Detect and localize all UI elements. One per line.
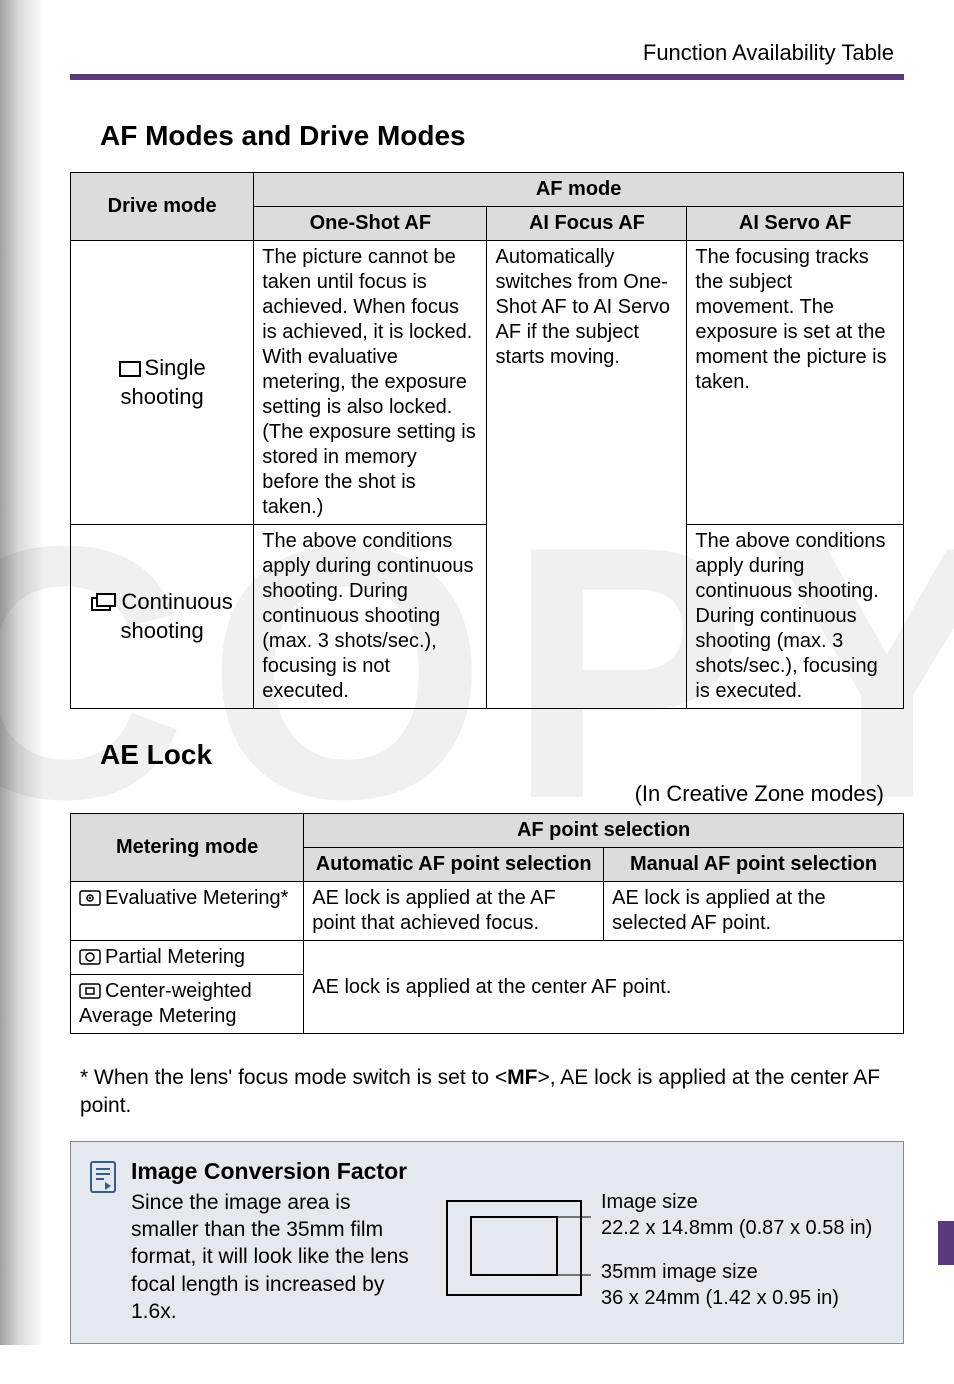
row-center-label: Center-weighted Average Metering (71, 975, 304, 1034)
continuous-shot-icon (91, 593, 117, 611)
evaluative-metering-icon (79, 890, 101, 906)
footnote-pre: * When the lens' focus mode switch is se… (80, 1066, 507, 1089)
cell-single-oneshot: The picture cannot be taken until focus … (254, 241, 487, 525)
th-af-mode: AF mode (254, 173, 904, 207)
page-header-title: Function Availability Table (70, 40, 904, 66)
cell-single-aiservo: The focusing tracks the subject movement… (687, 241, 904, 525)
image-conversion-info-box: Image Conversion Factor Since the image … (70, 1141, 904, 1344)
section2-footnote: * When the lens' focus mode switch is se… (80, 1064, 884, 1121)
diagram-label-35mm: 35mm image size (601, 1259, 872, 1285)
info-note-icon (89, 1160, 117, 1194)
sensor-size-diagram (441, 1195, 591, 1305)
cell-eval-manual: AE lock is applied at the selected AF po… (604, 882, 904, 941)
cell-cont-oneshot: The above conditions apply during contin… (254, 525, 487, 709)
header-bar (70, 74, 904, 80)
partial-label-text: Partial Metering (105, 946, 245, 968)
th-auto-af: Automatic AF point selection (304, 848, 604, 882)
page-content: Function Availability Table AF Modes and… (0, 0, 954, 1384)
evaluative-label-text: Evaluative Metering* (105, 887, 288, 909)
row-single-label: Singleshooting (71, 241, 254, 525)
footnote-bold: MF (507, 1066, 537, 1089)
info-title: Image Conversion Factor (131, 1158, 885, 1185)
th-manual-af: Manual AF point selection (604, 848, 904, 882)
section2-title: AE Lock (100, 739, 904, 771)
cell-center-span: AE lock is applied at the center AF poin… (304, 941, 904, 1034)
th-aifocus: AI Focus AF (487, 207, 687, 241)
af-drive-table: Drive mode AF mode One-Shot AF AI Focus … (70, 172, 904, 709)
diagram-label-image-size: Image size (601, 1189, 872, 1215)
section1-title: AF Modes and Drive Modes (100, 120, 904, 152)
th-metering-mode: Metering mode (71, 814, 304, 882)
center-weighted-icon (79, 983, 101, 999)
single-shot-icon (119, 361, 141, 377)
center-label-text: Center-weighted Average Metering (79, 980, 252, 1027)
info-body-text: Since the image area is smaller than the… (131, 1189, 421, 1325)
diagram-dim1: 22.2 x 14.8mm (0.87 x 0.58 in) (601, 1215, 872, 1241)
th-afpoint: AF point selection (304, 814, 904, 848)
section2-subnote: (In Creative Zone modes) (70, 781, 884, 807)
ae-lock-table: Metering mode AF point selection Automat… (70, 813, 904, 1034)
th-oneshot: One-Shot AF (254, 207, 487, 241)
cell-eval-auto: AE lock is applied at the AF point that … (304, 882, 604, 941)
cell-cont-aiservo: The above conditions apply during contin… (687, 525, 904, 709)
row-partial-label: Partial Metering (71, 941, 304, 975)
diagram-dim2: 36 x 24mm (1.42 x 0.95 in) (601, 1285, 872, 1311)
cell-single-aifocus: Automatically switches from One-Shot AF … (487, 241, 687, 709)
th-aiservo: AI Servo AF (687, 207, 904, 241)
row-evaluative-label: Evaluative Metering* (71, 882, 304, 941)
partial-metering-icon (79, 949, 101, 965)
th-drive-mode: Drive mode (71, 173, 254, 241)
row-continuous-label: Continuousshooting (71, 525, 254, 709)
